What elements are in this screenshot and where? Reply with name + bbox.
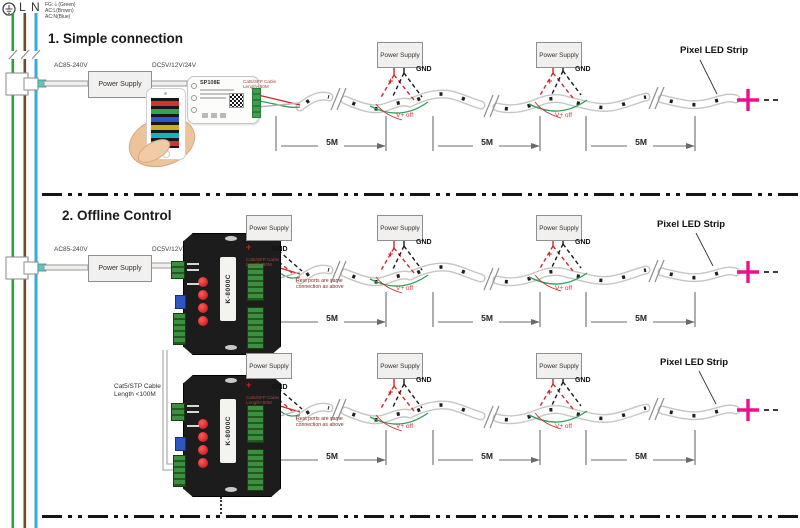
gnd-label: GND — [575, 239, 591, 246]
dc-output-label-1: DC5V/12V/24V — [152, 62, 197, 69]
legend-ground: FG:⏚(Green) — [45, 2, 76, 8]
span-label: 5M — [481, 451, 493, 461]
controller-display: K-8000C — [220, 257, 236, 321]
power-supply-tower: Power Supply — [536, 42, 582, 68]
pointer-line-3 — [698, 370, 717, 405]
vplus-label: + — [547, 249, 553, 259]
controller-button — [198, 277, 208, 287]
voff-label: V+ off — [555, 285, 573, 292]
vplus-label: + — [388, 387, 394, 397]
vplus-label: + — [388, 249, 394, 259]
gnd-label: GND — [272, 246, 288, 253]
vplus-label: + — [547, 387, 553, 397]
cat5-cable-note: Cat5/STP Cable Length <100M — [114, 383, 161, 398]
power-supply-feed-2: Power Supply — [88, 255, 152, 282]
power-supply-feed-1: Power Supply — [88, 71, 152, 98]
section1-title: 1. Simple connection — [48, 31, 184, 46]
dc-output-label-2: DC5V/12V/24V — [152, 246, 197, 253]
mount-hole — [225, 236, 237, 241]
k8000c-1-output-wires — [279, 267, 301, 279]
repeat-note-row2: Rest ports are same connection as above — [296, 278, 344, 291]
sp108e-controller: SP108E — [187, 76, 261, 124]
pixel-strip-label-3: Pixel LED Strip — [660, 357, 729, 368]
span-label: 5M — [481, 313, 493, 323]
ac-input-label-2: AC85-240V — [54, 246, 88, 253]
pixel-strip-label-2: Pixel LED Strip — [657, 219, 726, 230]
pointer-line-2 — [695, 232, 714, 267]
neutral-label: N — [31, 0, 40, 14]
section-separator-1 — [42, 193, 798, 196]
qr-code — [229, 93, 244, 108]
pixel-strip-label-1: Pixel LED Strip — [680, 45, 749, 56]
controller-display: K-8000C — [220, 399, 236, 463]
live-label: L — [19, 0, 26, 14]
cat5-terminal — [173, 313, 186, 345]
strip-row-3 — [300, 398, 736, 428]
gnd-label: GND — [272, 384, 288, 391]
wire-legend: FG:⏚(Green) AC:L(Brown) AC:N(Blue) — [45, 2, 76, 20]
voff-label: V+ off — [555, 112, 573, 119]
section-separator-2 — [42, 515, 798, 518]
sp108e-model-label: SP108E — [200, 80, 221, 86]
vplus-label: + — [388, 76, 394, 86]
gnd-label: GND — [416, 66, 432, 73]
output-terminal-block — [247, 263, 264, 301]
pointer-line-1 — [699, 59, 718, 95]
cable-note-row3: Cat5/SFP Cable Length<50M — [246, 395, 280, 406]
span-label: 5M — [481, 137, 493, 147]
voff-label: V+ off — [396, 423, 414, 430]
power-supply-tower: Power Supply — [536, 215, 582, 241]
voff-label: V+ off — [555, 423, 573, 430]
sd-card-slot — [175, 295, 186, 309]
phone-camera — [164, 92, 167, 95]
legend-neutral: AC:N(Blue) — [45, 14, 71, 20]
repeat-note-row3: Rest ports are same connection as above — [296, 416, 344, 429]
power-terminal — [171, 261, 185, 279]
power-supply-tower: Power Supply — [246, 353, 292, 379]
voff-label: V+ off — [396, 285, 414, 292]
vplus-label: + — [246, 380, 252, 390]
span-label: 5M — [326, 137, 338, 147]
ac-input-label-1: AC85-240V — [54, 62, 88, 69]
voff-label: V+ off — [396, 112, 414, 119]
power-supply-tower: Power Supply — [377, 42, 423, 68]
sp108e-led-indicator — [191, 83, 197, 89]
gnd-label: GND — [416, 377, 432, 384]
span-label: 5M — [326, 451, 338, 461]
continuation-dots — [220, 497, 222, 514]
strip-row-2 — [300, 260, 736, 290]
vplus-label: + — [547, 76, 553, 86]
vplus-label: + — [246, 242, 252, 252]
k8000c-controller-1: K-8000C — [171, 233, 281, 355]
span-label: 5M — [635, 313, 647, 323]
power-supply-tower: Power Supply — [377, 353, 423, 379]
strip-row-1 — [300, 87, 736, 117]
span-label: 5M — [635, 451, 647, 461]
smartphone-app — [122, 86, 202, 176]
k8000c-controller-2: K-8000C — [171, 375, 281, 497]
cable-note-row2: Cat5/SFP Cable Length<50M — [246, 257, 280, 268]
gnd-label: GND — [575, 377, 591, 384]
power-supply-tower: Power Supply — [536, 353, 582, 379]
cable-note-row1: Cat5/SFP Cable Length<50M — [243, 79, 277, 90]
sp108e-output-wires — [257, 94, 301, 109]
output-terminal — [252, 88, 261, 94]
gnd-label: GND — [416, 239, 432, 246]
span-label: 5M — [635, 137, 647, 147]
power-supply-tower: Power Supply — [246, 215, 292, 241]
gnd-label: GND — [575, 66, 591, 73]
legend-live: AC:L(Brown) — [45, 8, 74, 14]
section2-title: 2. Offline Control — [62, 208, 172, 223]
power-supply-tower: Power Supply — [377, 215, 423, 241]
sp108e-fineprint — [200, 89, 234, 91]
span-label: 5M — [326, 313, 338, 323]
cert-marks — [202, 113, 208, 118]
strip-end-markers — [735, 87, 782, 423]
k8000c-2-output-wires — [279, 405, 301, 417]
